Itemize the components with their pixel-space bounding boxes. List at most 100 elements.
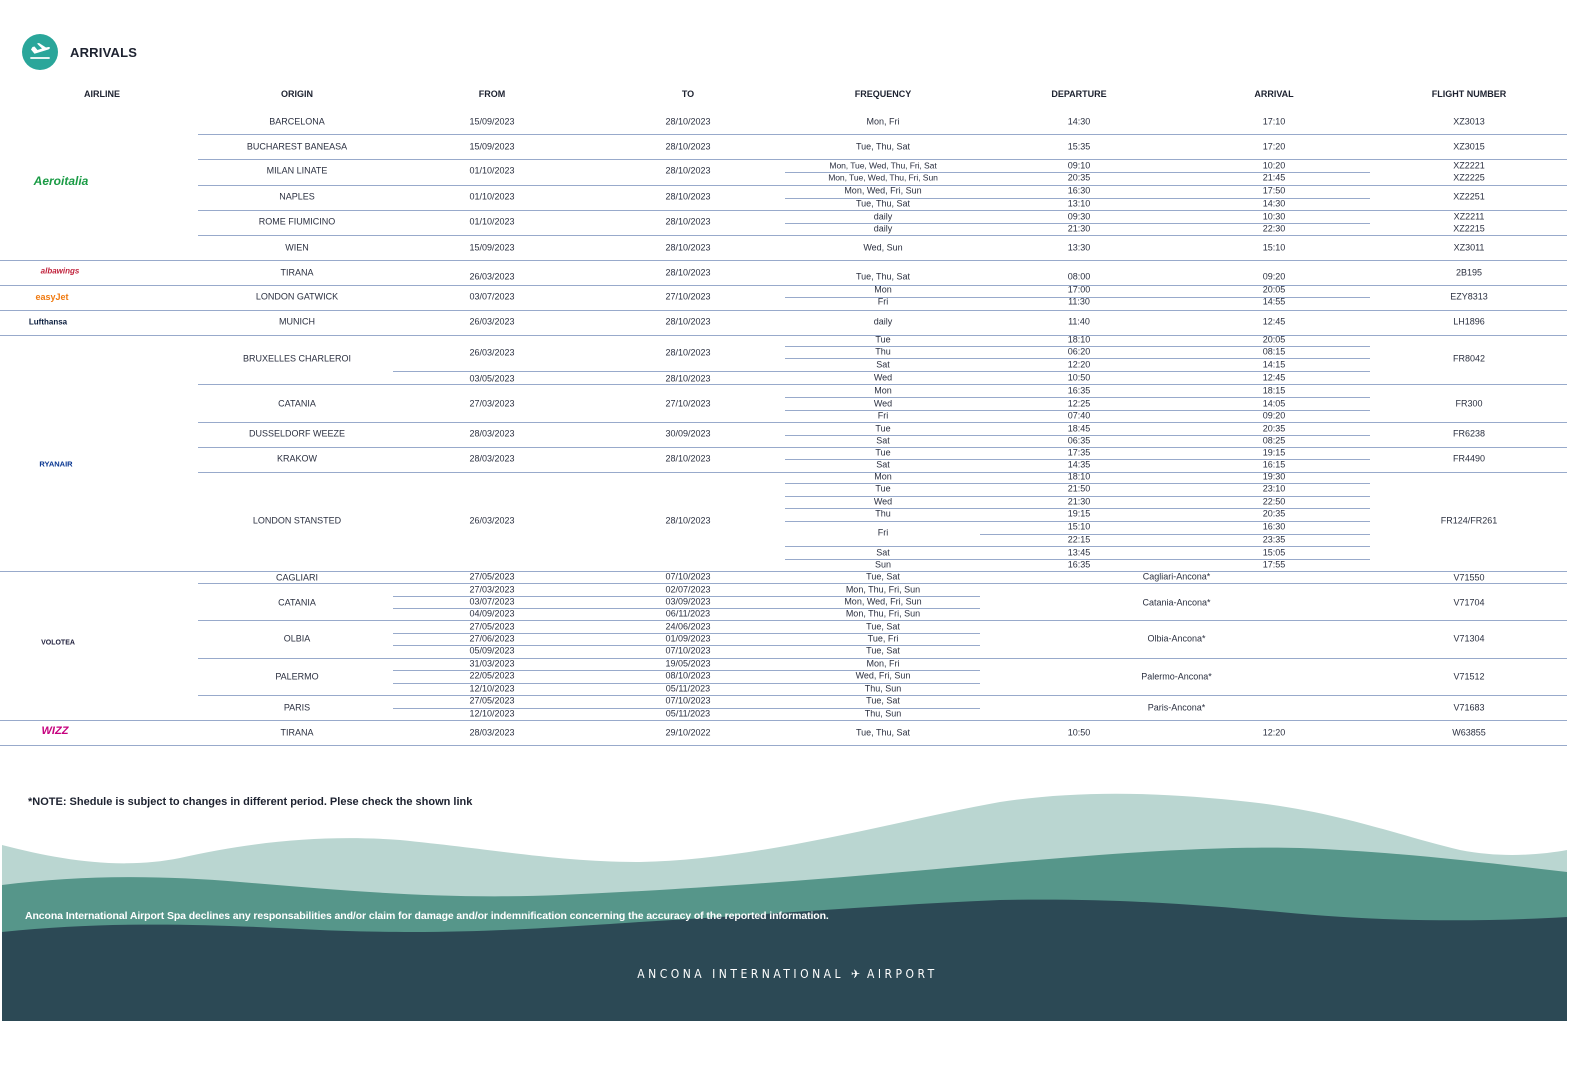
- departure-cell: 09:30: [1067, 211, 1091, 222]
- row-divider: [393, 645, 980, 646]
- from-date-cell: 27/05/2023: [469, 695, 515, 706]
- to-date-cell: 28/10/2023: [665, 165, 711, 176]
- row-divider: [198, 447, 1567, 448]
- route-cell: Paris-Ancona*: [1147, 702, 1206, 713]
- row-divider: [393, 371, 1370, 372]
- arrival-cell: 17:50: [1262, 185, 1286, 196]
- footer-plane-icon: ✈: [850, 967, 861, 981]
- departure-cell: 12:25: [1067, 398, 1091, 409]
- frequency-cell: Thu: [875, 508, 891, 519]
- to-date-cell: 28/10/2023: [665, 242, 711, 253]
- row-divider: [198, 235, 1567, 236]
- departure-cell: 21:30: [1067, 496, 1091, 507]
- row-divider: [393, 596, 980, 597]
- airline-logo: VOLOTEA: [41, 639, 75, 647]
- flight-number-cell: LH1896: [1453, 316, 1485, 327]
- from-date-cell: 01/10/2023: [469, 216, 515, 227]
- route-cell: Palermo-Ancona*: [1141, 671, 1212, 682]
- frequency-cell: Sat: [876, 459, 890, 470]
- row-divider: [0, 285, 1567, 286]
- to-date-cell: 05/11/2023: [665, 708, 711, 719]
- row-divider: [393, 670, 980, 671]
- to-date-cell: 02/07/2023: [665, 584, 711, 595]
- frequency-cell: Tue, Thu, Sat: [855, 271, 911, 282]
- arrival-cell: 17:10: [1262, 116, 1286, 127]
- to-date-cell: 28/10/2023: [665, 347, 711, 358]
- frequency-cell: Thu, Sun: [864, 708, 902, 719]
- row-divider: [0, 260, 1567, 261]
- airline-logo: albawings: [40, 266, 80, 276]
- frequency-cell: Tue, Sat: [866, 645, 900, 656]
- origin-cell: PALERMO: [275, 671, 319, 682]
- column-header: ORIGIN: [280, 89, 314, 99]
- row-divider: [198, 583, 1567, 584]
- to-date-cell: 30/09/2023: [665, 428, 711, 439]
- frequency-cell: Wed: [873, 372, 893, 383]
- origin-cell: BRUXELLES CHARLEROI: [242, 353, 352, 364]
- frequency-cell: daily: [873, 223, 893, 234]
- frequency-cell: Wed: [873, 496, 893, 507]
- frequency-cell: Tue: [875, 483, 891, 494]
- row-divider: [785, 559, 1370, 560]
- column-header: ARRIVAL: [1254, 89, 1294, 99]
- departure-cell: 09:10: [1067, 160, 1091, 171]
- frequency-cell: Tue, Sat: [866, 571, 900, 582]
- departure-cell: 16:35: [1067, 559, 1091, 570]
- row-divider: [785, 297, 1370, 298]
- from-date-cell: 27/03/2023: [469, 398, 515, 409]
- airline-logo: WIZZ: [41, 725, 69, 737]
- origin-cell: TIRANA: [280, 267, 314, 278]
- footer-brand-text-2: AIRPORT: [866, 967, 938, 981]
- flight-number-cell: V71512: [1453, 671, 1485, 682]
- departure-cell: 08:00: [1067, 271, 1091, 282]
- origin-cell: ROME FIUMICINO: [258, 216, 336, 227]
- frequency-cell: Tue, Thu, Sat: [855, 141, 911, 152]
- row-divider: [0, 335, 1567, 336]
- departure-cell: 18:45: [1067, 423, 1091, 434]
- origin-cell: LONDON STANSTED: [252, 515, 342, 526]
- origin-cell: NAPLES: [279, 191, 315, 202]
- row-divider: [198, 658, 1567, 659]
- frequency-cell: Mon: [874, 471, 892, 482]
- arrival-cell: 22:30: [1262, 223, 1286, 234]
- departure-cell: 06:20: [1067, 346, 1091, 357]
- frequency-cell: Sat: [876, 435, 890, 446]
- schedule-note: *NOTE: Shedule is subject to changes in …: [28, 796, 473, 808]
- to-date-cell: 07/10/2023: [665, 695, 711, 706]
- arrival-cell: 10:20: [1262, 160, 1286, 171]
- origin-cell: BUCHAREST BANEASA: [246, 141, 348, 152]
- from-date-cell: 12/10/2023: [469, 683, 515, 694]
- to-date-cell: 28/10/2023: [665, 373, 711, 384]
- origin-cell: CATANIA: [278, 597, 316, 608]
- to-date-cell: 28/10/2023: [665, 191, 711, 202]
- arrival-cell: 17:55: [1262, 559, 1286, 570]
- arrival-cell: 20:35: [1262, 423, 1286, 434]
- frequency-cell: Mon, Tue, Wed, Thu, Fri, Sat: [829, 160, 937, 171]
- page-header: ARRIVALS: [22, 34, 137, 70]
- departure-cell: 10:50: [1067, 372, 1091, 383]
- origin-cell: CATANIA: [278, 398, 316, 409]
- departure-cell: 17:35: [1067, 447, 1091, 458]
- departure-cell: 13:30: [1067, 242, 1091, 253]
- row-divider: [198, 472, 1567, 473]
- departure-cell: 11:30: [1068, 296, 1090, 307]
- frequency-cell: Fri: [877, 296, 889, 307]
- departure-cell: 11:40: [1068, 316, 1090, 327]
- departure-cell: 16:30: [1067, 185, 1091, 196]
- departure-cell: 22:15: [1067, 534, 1091, 545]
- flight-number-cell: XZ3011: [1453, 242, 1485, 253]
- row-divider: [0, 571, 1567, 572]
- to-date-cell: 01/09/2023: [665, 633, 711, 644]
- from-date-cell: 28/03/2023: [469, 428, 515, 439]
- to-date-cell: 19/05/2023: [665, 658, 711, 669]
- row-divider: [785, 346, 1370, 347]
- frequency-cell: Mon, Fri: [866, 116, 900, 127]
- airline-logo: Lufthansa: [28, 317, 68, 327]
- departure-cell: 15:10: [1067, 521, 1091, 532]
- row-divider: [785, 435, 1370, 436]
- route-cell: Olbia-Ancona*: [1147, 633, 1206, 644]
- row-divider: [0, 720, 1567, 721]
- airline-logo: easyJet: [35, 292, 69, 302]
- from-date-cell: 28/03/2023: [469, 453, 515, 464]
- departure-cell: 10:50: [1067, 727, 1091, 738]
